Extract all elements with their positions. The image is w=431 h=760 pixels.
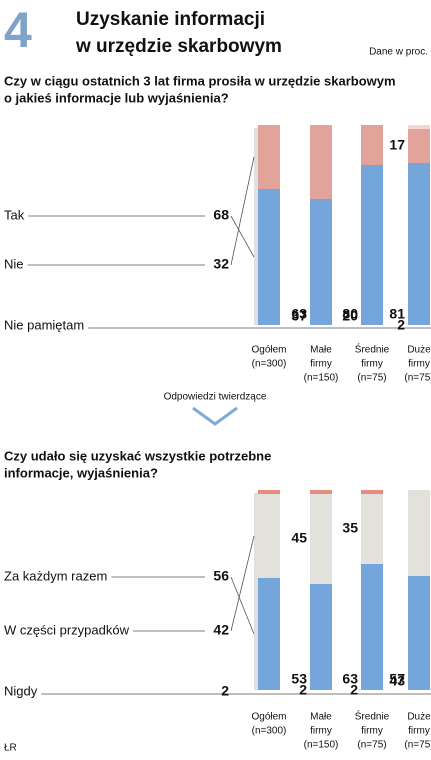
bar-segment bbox=[258, 125, 280, 189]
bar-segment bbox=[408, 129, 430, 163]
category-label: (n=150) bbox=[304, 373, 339, 384]
category-label: Duże bbox=[407, 712, 431, 723]
series-label: Nie pamiętam bbox=[4, 317, 84, 332]
bar-segment bbox=[408, 125, 430, 129]
bar-segment bbox=[258, 490, 280, 494]
bar-segment bbox=[310, 199, 332, 325]
bar-side bbox=[254, 493, 258, 690]
value-label: 45 bbox=[291, 530, 307, 546]
value-label: 81 bbox=[389, 306, 405, 322]
category-label: (n=75) bbox=[404, 740, 431, 751]
question: Czy udało się uzyskać wszystkie potrzebn… bbox=[4, 448, 271, 463]
section-number: 4 bbox=[4, 2, 32, 58]
value-label: 2 bbox=[397, 317, 405, 333]
category-label: Małe bbox=[310, 345, 332, 356]
series-label: Za każdym razem bbox=[4, 568, 107, 583]
unit-note: Dane w proc. bbox=[369, 47, 428, 58]
question: o jakieś informacje lub wyjaśnienia? bbox=[4, 90, 229, 105]
bar-segment bbox=[310, 584, 332, 690]
category-label: Duże bbox=[407, 345, 431, 356]
category-label: Małe bbox=[310, 712, 332, 723]
value-label: 17 bbox=[389, 137, 405, 153]
value-label: 63 bbox=[291, 306, 307, 322]
bar-side bbox=[254, 128, 258, 325]
chevron bbox=[192, 406, 238, 426]
value-label: 53 bbox=[291, 671, 307, 687]
value-label: 57 bbox=[389, 671, 405, 687]
category-label: firmy bbox=[408, 359, 430, 370]
category-label: (n=75) bbox=[357, 740, 386, 751]
bar-segment bbox=[361, 490, 383, 494]
category-label: firmy bbox=[361, 359, 383, 370]
bar-segment bbox=[258, 189, 280, 325]
bar-segment bbox=[310, 125, 332, 199]
bar-segment bbox=[361, 564, 383, 690]
leader-line bbox=[230, 535, 255, 632]
footer: ŁR bbox=[4, 743, 17, 754]
category-label: Ogółem bbox=[251, 345, 286, 356]
series-label: Nie bbox=[4, 256, 24, 271]
value-label: 68 bbox=[213, 207, 229, 223]
category-label: (n=75) bbox=[357, 373, 386, 384]
title-line: Uzyskanie informacji bbox=[76, 9, 265, 30]
bar-segment bbox=[310, 490, 332, 494]
bar-segment bbox=[408, 490, 430, 576]
bar-segment bbox=[361, 494, 383, 564]
category-label: Ogółem bbox=[251, 712, 286, 723]
bar-segment bbox=[310, 494, 332, 584]
value-label: 20 bbox=[342, 308, 358, 324]
series-label: Tak bbox=[4, 207, 25, 222]
value-label: 42 bbox=[213, 622, 229, 638]
category-label: firmy bbox=[310, 726, 332, 737]
value-label: 56 bbox=[213, 568, 229, 584]
category-label: (n=75) bbox=[404, 373, 431, 384]
bar-segment bbox=[408, 163, 430, 325]
value-label: 32 bbox=[213, 256, 229, 272]
question: informacje, wyjaśnienia? bbox=[4, 465, 158, 480]
leader-line bbox=[230, 215, 255, 258]
value-label: 35 bbox=[342, 520, 358, 536]
separator-label: Odpowiedzi twierdzące bbox=[164, 392, 267, 403]
value-label: 2 bbox=[299, 682, 307, 698]
bar-segment bbox=[361, 165, 383, 325]
value-label: 80 bbox=[342, 306, 358, 322]
value-label: 2 bbox=[221, 683, 229, 699]
value-label: 43 bbox=[389, 673, 405, 689]
leader-line bbox=[230, 576, 255, 635]
category-label: firmy bbox=[310, 359, 332, 370]
category-label: (n=300) bbox=[252, 726, 287, 737]
category-label: (n=300) bbox=[252, 359, 287, 370]
series-label: Nigdy bbox=[4, 683, 38, 698]
category-label: Średnie bbox=[355, 710, 390, 723]
question: Czy w ciągu ostatnich 3 lat firma prosił… bbox=[4, 73, 396, 88]
bar-segment bbox=[408, 576, 430, 690]
value-label: 63 bbox=[342, 671, 358, 687]
bar-segment bbox=[361, 125, 383, 165]
category-label: Średnie bbox=[355, 343, 390, 356]
bar-segment bbox=[258, 494, 280, 578]
value-label: 2 bbox=[350, 682, 358, 698]
bar-segment bbox=[258, 578, 280, 690]
series-label: W części przypadków bbox=[4, 622, 130, 637]
category-label: firmy bbox=[361, 726, 383, 737]
category-label: (n=150) bbox=[304, 740, 339, 751]
value-label: 37 bbox=[291, 308, 307, 324]
category-label: firmy bbox=[408, 726, 430, 737]
title-line: w urzędzie skarbowym bbox=[75, 36, 282, 57]
leader-line bbox=[230, 156, 255, 266]
